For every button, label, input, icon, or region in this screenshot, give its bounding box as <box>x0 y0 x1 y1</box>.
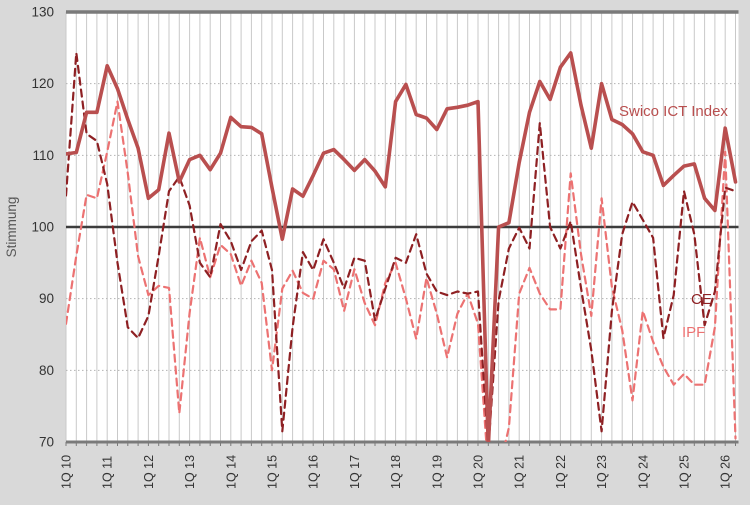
x-tick-label: 1Q 13 <box>183 455 197 489</box>
x-tick-label: 1Q 21 <box>513 455 527 489</box>
y-axis-title: Stimmung <box>4 197 19 258</box>
x-tick-label: 1Q 14 <box>224 455 238 489</box>
series-label-swico-ict-index: Swico ICT Index <box>619 103 728 120</box>
x-tick-label: 1Q 11 <box>101 456 115 489</box>
x-tick-label: 1Q 25 <box>678 455 692 489</box>
x-tick-label: 1Q 20 <box>472 455 486 489</box>
x-tick-label: 1Q 12 <box>142 455 156 489</box>
series-label-ipf: IPF <box>682 324 705 341</box>
x-tick-label: 1Q 22 <box>554 455 568 489</box>
y-tick-label: 70 <box>39 435 54 450</box>
x-tick-label: 1Q 19 <box>430 455 444 489</box>
y-tick-label: 90 <box>39 291 54 306</box>
y-tick-label: 110 <box>32 148 54 163</box>
y-tick-label: 120 <box>31 76 54 91</box>
x-tick-label: 1Q 16 <box>307 455 321 489</box>
x-tick-label: 1Q 17 <box>348 455 362 489</box>
series-line-swico-ict-index <box>66 51 738 442</box>
x-tick-label: 1Q 23 <box>595 455 609 489</box>
y-tick-label: 100 <box>31 220 54 235</box>
x-tick-label: 1Q 18 <box>389 455 403 489</box>
x-tick-label: 1Q 24 <box>636 455 650 489</box>
y-tick-label: 130 <box>31 5 54 20</box>
y-tick-label: 80 <box>39 363 54 378</box>
x-tick-label: 1Q 15 <box>266 455 280 489</box>
x-tick-label: 1Q 26 <box>719 455 733 489</box>
x-tick-label: 1Q 10 <box>60 455 74 489</box>
series-label-ce: CE <box>691 291 712 308</box>
series-line-ipf <box>66 100 737 442</box>
